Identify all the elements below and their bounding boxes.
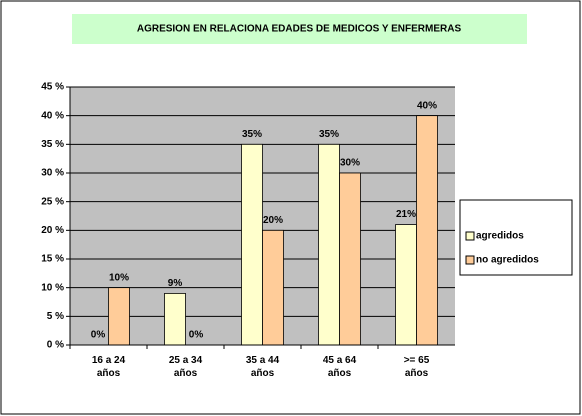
data-label: 0% xyxy=(189,330,204,341)
bar xyxy=(164,292,186,346)
data-label: 30% xyxy=(340,158,360,169)
y-tick-label: 45 % xyxy=(41,82,64,93)
data-label: 35% xyxy=(242,129,262,140)
legend-label: no agredidos xyxy=(476,255,539,266)
bar xyxy=(416,115,438,346)
y-tick-label: 25 % xyxy=(41,196,64,207)
bar xyxy=(339,172,361,346)
x-tick-label: 45 a 64 años xyxy=(323,355,357,379)
legend-swatch xyxy=(465,231,475,241)
data-label: 21% xyxy=(396,209,416,220)
y-tick-label: 40 % xyxy=(41,110,64,121)
y-tick-label: 20 % xyxy=(41,225,64,236)
x-tick-label: >= 65 años xyxy=(404,355,430,379)
y-tick-label: 30 % xyxy=(41,168,64,179)
bar xyxy=(318,143,340,346)
data-label: 10% xyxy=(109,272,129,283)
y-tick-label: 15 % xyxy=(41,254,64,265)
y-tick-label: 0 % xyxy=(47,340,64,351)
x-tick-label: 16 a 24 años xyxy=(92,355,126,379)
bar xyxy=(108,287,130,346)
y-tick-label: 35 % xyxy=(41,139,64,150)
bar xyxy=(262,229,284,346)
legend xyxy=(459,199,573,276)
y-tick-label: 5 % xyxy=(47,311,64,322)
data-label: 0% xyxy=(91,330,106,341)
x-tick-label: 35 a 44 años xyxy=(246,355,280,379)
title-box xyxy=(72,14,527,44)
legend-label: agredidos xyxy=(476,231,524,242)
x-tick-label: 25 a 34 años xyxy=(169,355,203,379)
data-label: 35% xyxy=(319,129,339,140)
y-tick-label: 10 % xyxy=(41,282,64,293)
legend-swatch xyxy=(465,255,475,265)
data-label: 20% xyxy=(263,215,283,226)
chart-title: AGRESION EN RELACIONA EDADES DE MEDICOS … xyxy=(137,24,462,35)
bar xyxy=(395,224,417,346)
data-label: 9% xyxy=(168,278,183,289)
data-label: 40% xyxy=(417,100,437,111)
bar xyxy=(241,143,263,346)
